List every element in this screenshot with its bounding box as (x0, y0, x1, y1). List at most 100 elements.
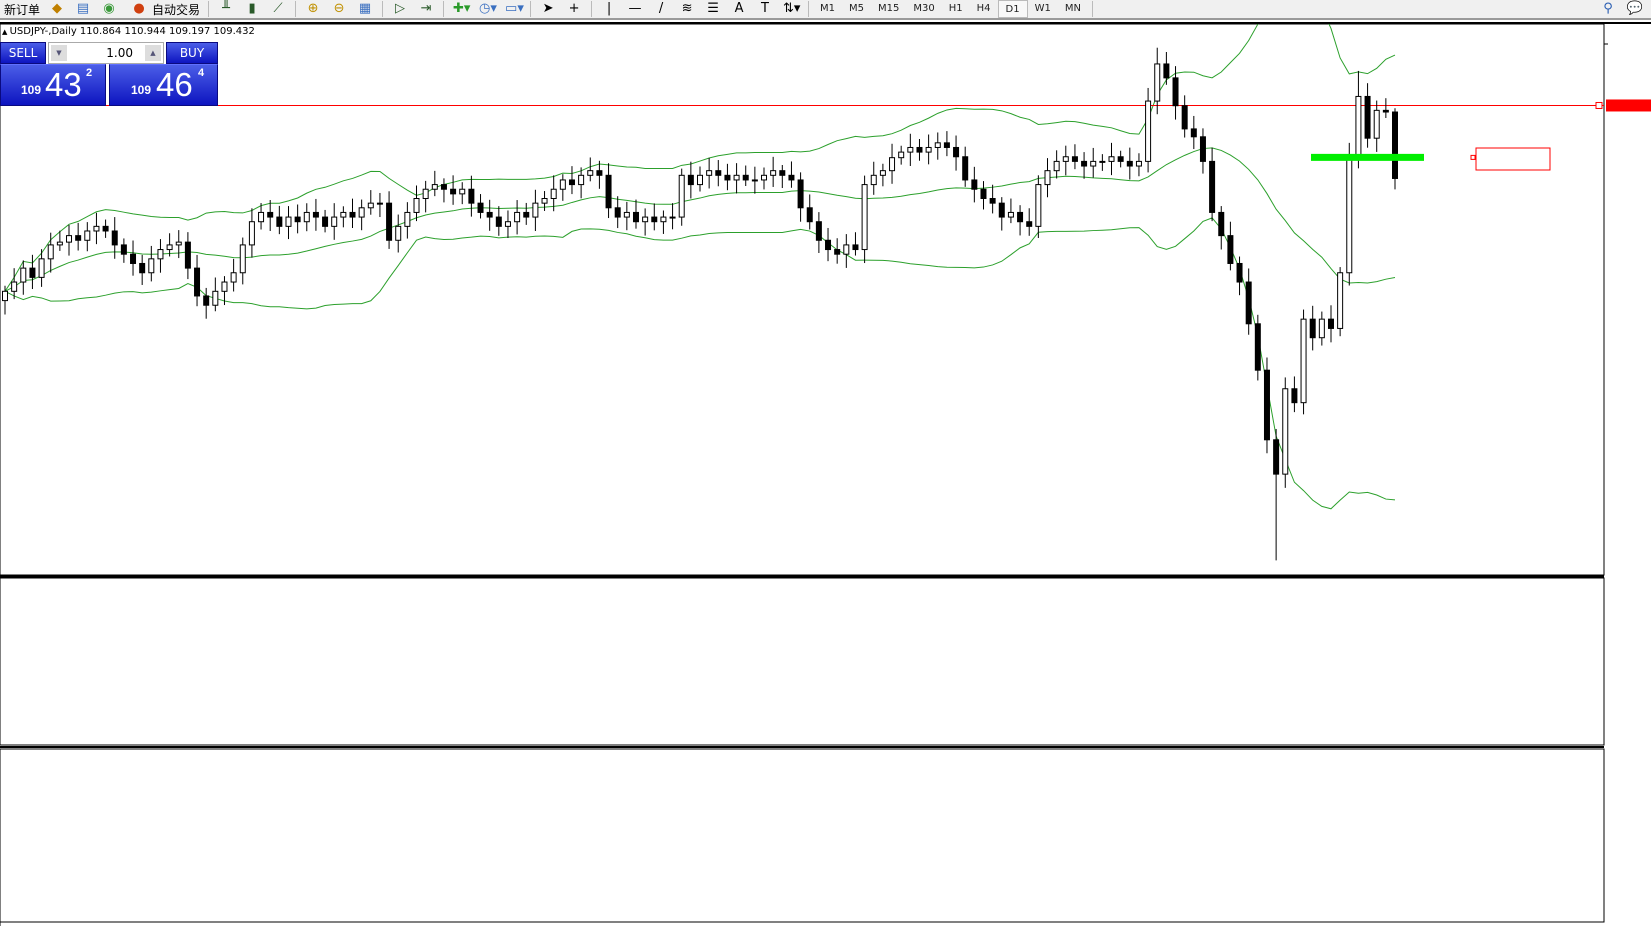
tile-windows-icon[interactable]: ▦ (358, 1, 372, 16)
autoscroll-icon[interactable]: ▷ (395, 1, 406, 16)
candle-body (1007, 211, 1014, 218)
candle-body (934, 142, 941, 148)
timeframe-m15[interactable]: M15 (878, 3, 900, 14)
buy-price-fraction: 4 (198, 67, 205, 79)
horizontal-line-icon[interactable]: — (628, 1, 642, 16)
timeframe-mn[interactable]: MN (1064, 3, 1081, 14)
candle-body (1145, 100, 1152, 162)
candle-body (1382, 109, 1389, 113)
timeframe-m5[interactable]: M5 (849, 3, 865, 14)
auto-trading-button[interactable]: ● 自动交易 (122, 0, 204, 18)
bar-chart-icon[interactable]: ╨ (222, 1, 230, 16)
search-icon[interactable]: ⚲ (1603, 1, 1613, 16)
chat-icon[interactable]: 💬 (1626, 1, 1643, 16)
zoom-in-icon[interactable]: ⊕ (307, 1, 319, 16)
candle-body (1163, 63, 1170, 79)
candle-body (568, 179, 575, 186)
candle-body (632, 211, 639, 223)
lot-decrease-button[interactable]: ▼ (51, 45, 67, 61)
price-chart (0, 24, 1604, 561)
candle-body (1181, 105, 1188, 130)
candle-body (1263, 369, 1270, 441)
candle-body (1218, 211, 1225, 237)
trendline-icon[interactable]: / (658, 1, 664, 16)
candle-body (404, 211, 411, 227)
candle-body (761, 174, 768, 181)
candle-body (523, 211, 530, 218)
lot-size-input[interactable]: ▼ 1.00 ▲ (48, 42, 164, 64)
zoom-out-icon[interactable]: ⊖ (333, 1, 345, 16)
candle-body (1126, 160, 1133, 167)
terminal-icon[interactable]: ▤ (76, 1, 90, 16)
new-order-button[interactable]: 新订单 (0, 0, 44, 18)
candle-body (130, 253, 137, 264)
candle-body (386, 202, 393, 241)
candle-body (349, 211, 356, 218)
candle-body (1199, 136, 1206, 162)
candle-body (221, 281, 228, 292)
candle-body (322, 216, 329, 227)
line-chart-icon[interactable]: ⟋ (273, 1, 283, 16)
annotation-anchor (1470, 154, 1476, 160)
candle-body (440, 184, 447, 190)
chart-shift-icon[interactable]: ⇥ (420, 1, 432, 16)
timeframe-h4[interactable]: H4 (976, 3, 991, 14)
candle-body (962, 156, 969, 181)
crosshair-icon[interactable]: + (568, 1, 580, 16)
candle-body (1236, 262, 1243, 283)
text-icon[interactable]: A (734, 1, 744, 16)
macd-panel-frame (0, 577, 1605, 746)
indicators-icon[interactable]: ✚▾ (453, 1, 471, 16)
candle-body (422, 188, 429, 200)
candle-body (916, 146, 923, 153)
new-order-label: 新订单 (4, 2, 41, 17)
candle-body (697, 174, 703, 186)
candle-body (38, 258, 45, 278)
lot-increase-button[interactable]: ▲ (145, 45, 161, 61)
candle-body (687, 174, 694, 186)
candle-body (120, 244, 127, 255)
candle-body (678, 174, 685, 218)
templates-icon[interactable]: ▭▾ (505, 1, 524, 16)
vertical-line-icon[interactable]: | (606, 1, 612, 16)
history-center-icon[interactable]: ◆ (52, 1, 63, 16)
sell-button[interactable]: SELL (0, 42, 46, 64)
main-panel-frame (0, 23, 1605, 576)
bollinger-middle-band (4, 147, 1396, 292)
chart-window[interactable] (0, 22, 1651, 940)
candle-body (285, 216, 292, 227)
timeframe-d1[interactable]: D1 (997, 0, 1028, 18)
candle-body (971, 179, 978, 190)
timeframe-m1[interactable]: M1 (820, 3, 836, 14)
buy-price-button[interactable]: 109 46 4 (109, 64, 218, 106)
buy-button[interactable]: BUY (166, 42, 218, 64)
candle-body (1062, 156, 1069, 162)
periods-icon[interactable]: ◷▾ (479, 1, 497, 16)
candle-body (376, 202, 383, 205)
signals-icon[interactable]: ◉ (103, 1, 115, 16)
timeframe-w1[interactable]: W1 (1034, 3, 1051, 14)
separator (443, 1, 445, 17)
candle-body (669, 216, 676, 219)
arrows-icon[interactable]: ⇅▾ (783, 1, 801, 16)
equidistant-channel-icon[interactable]: ≋ (681, 1, 693, 16)
timeframe-h1[interactable]: H1 (948, 3, 963, 14)
candle-body (1053, 160, 1060, 172)
separator (295, 1, 297, 17)
sell-price-button[interactable]: 109 43 2 (0, 64, 106, 106)
candle-body (486, 211, 493, 218)
fibonacci-icon[interactable]: ☰ (707, 1, 719, 16)
timeframe-m30[interactable]: M30 (913, 3, 935, 14)
candle-body (834, 249, 841, 255)
candle-body (715, 170, 722, 176)
candle-body (66, 235, 73, 243)
candle-body (303, 211, 310, 223)
buy-price-prefix: 109 (131, 83, 152, 97)
cursor-icon[interactable]: ➤ (542, 1, 554, 16)
text-label-icon[interactable]: T (761, 1, 769, 16)
candlestick-icon[interactable]: ▮ (248, 1, 256, 16)
candle-body (623, 211, 630, 218)
candle-body (815, 221, 822, 241)
candle-body (1355, 95, 1362, 158)
